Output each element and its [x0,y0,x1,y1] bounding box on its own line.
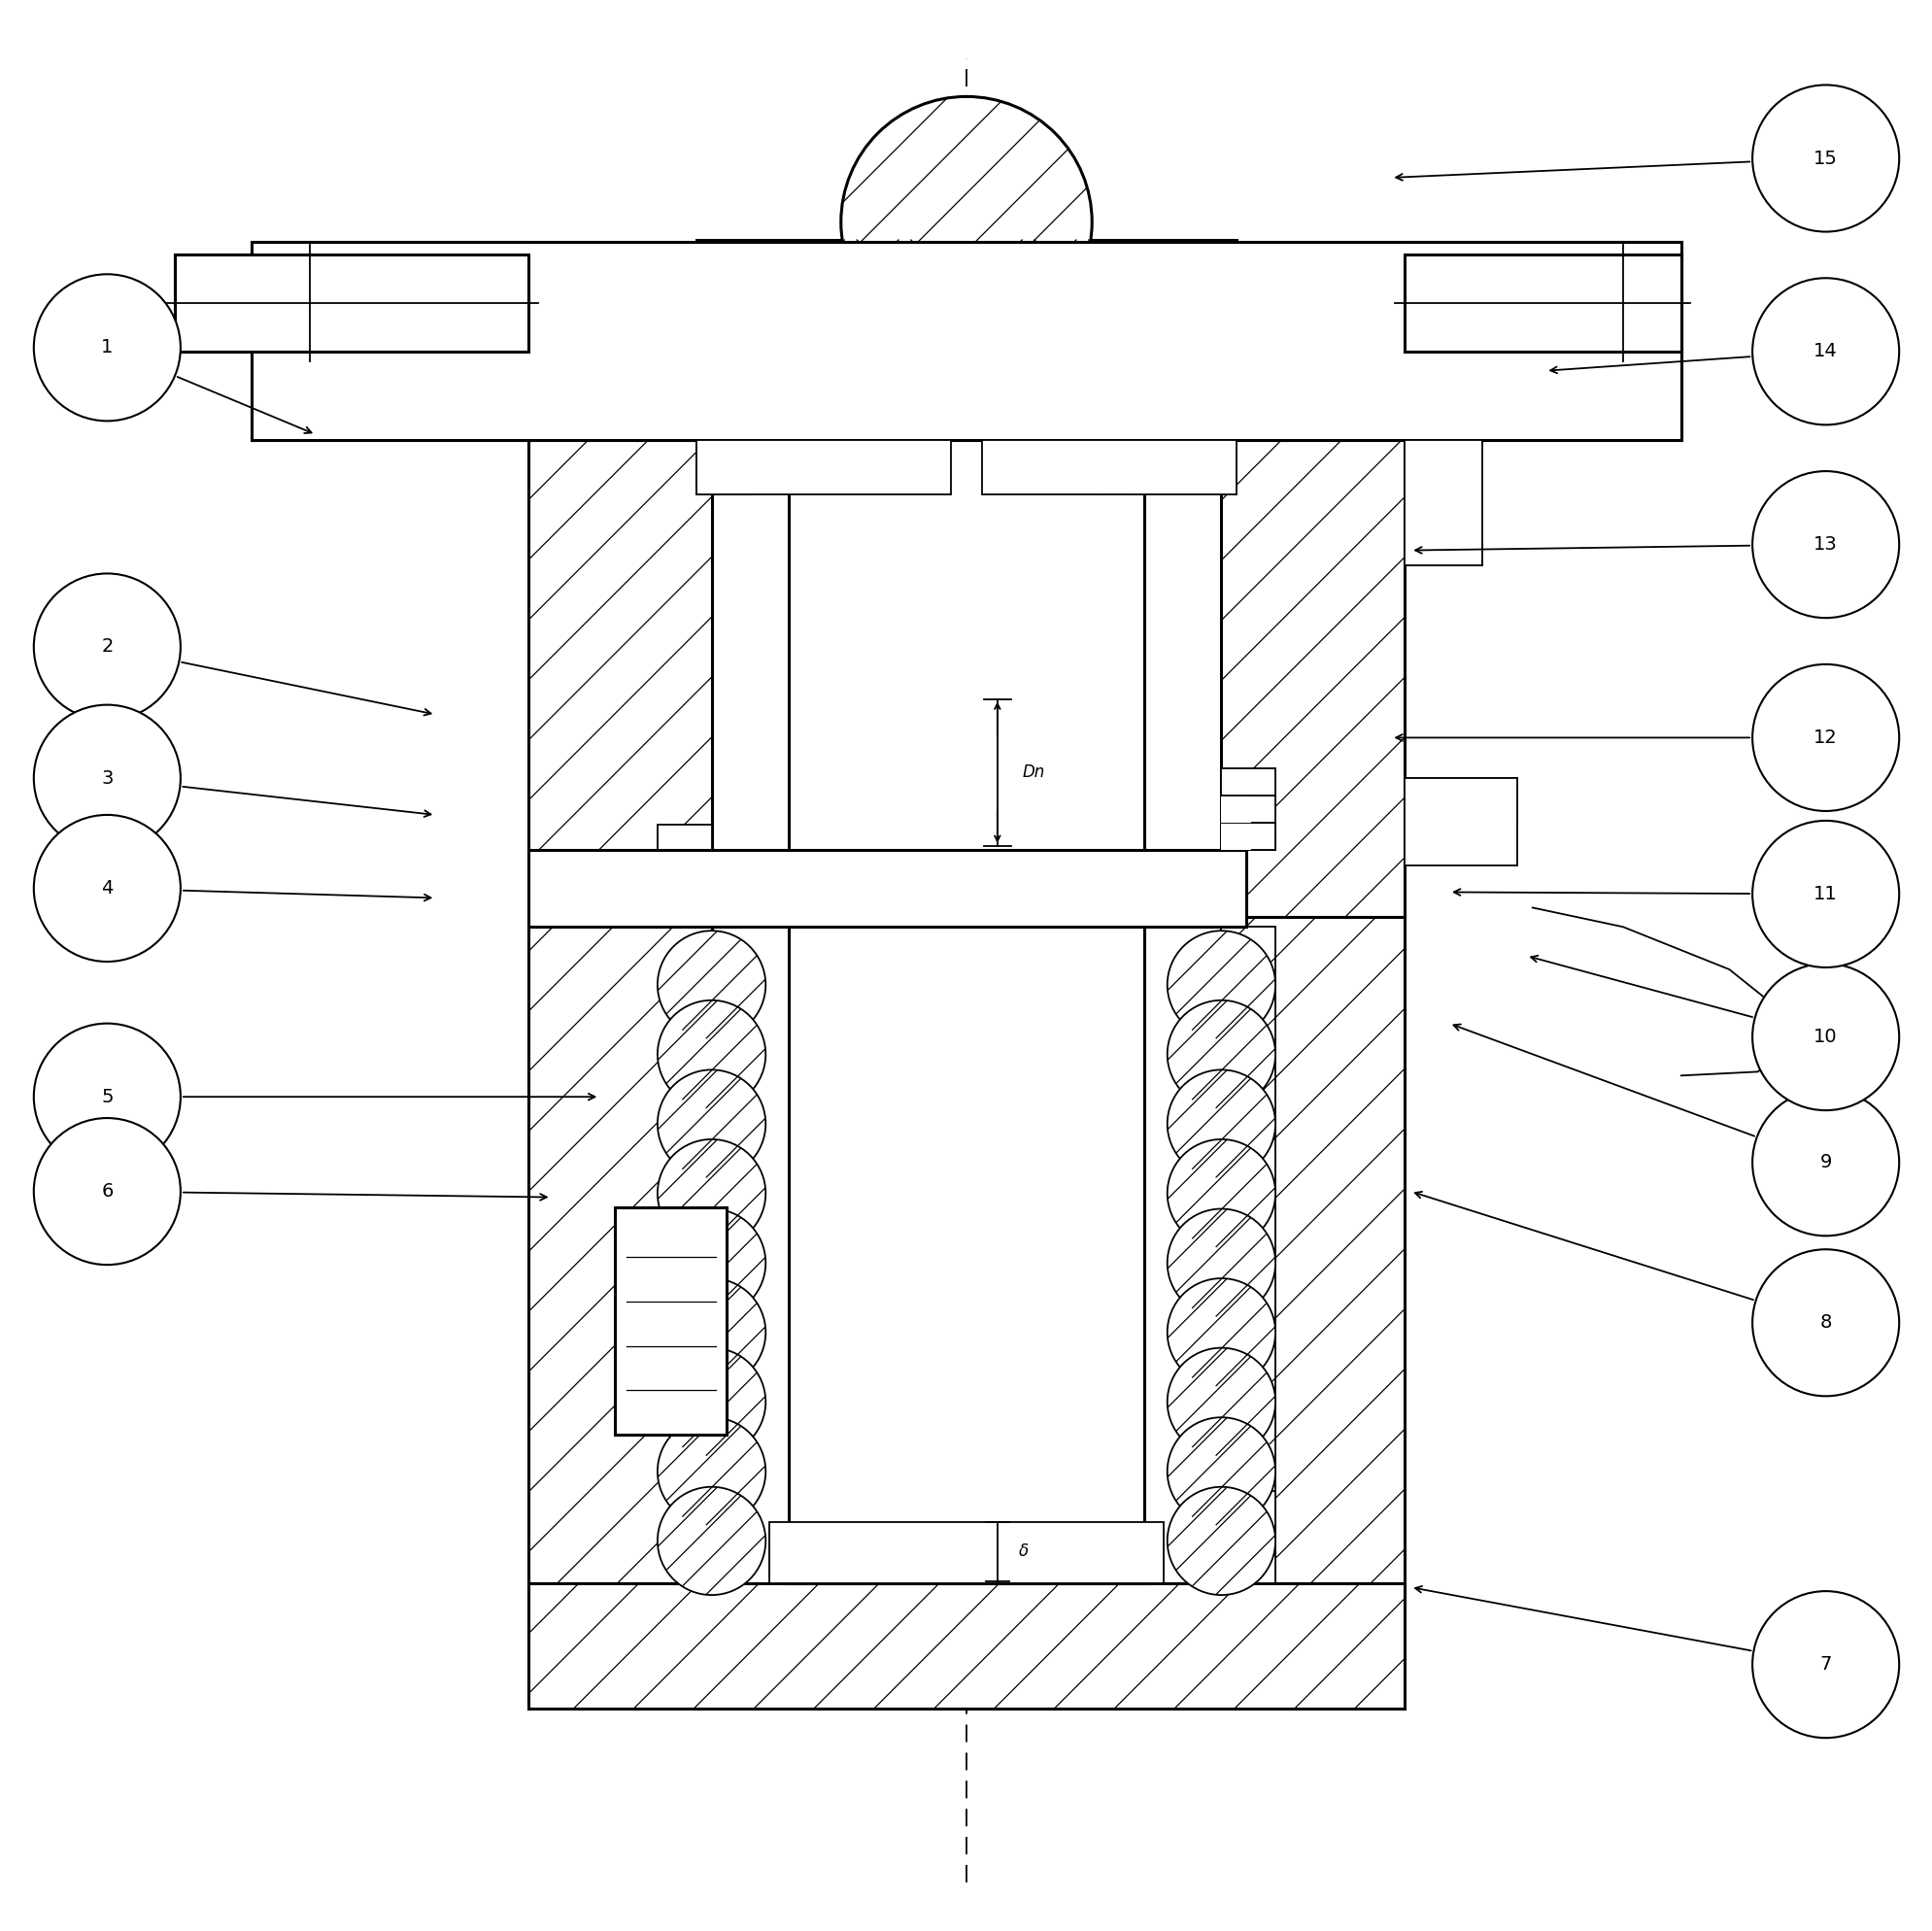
Text: 4: 4 [100,879,114,898]
Circle shape [1752,1089,1899,1236]
Circle shape [33,274,180,421]
Bar [788,927,1144,1583]
Bar [1405,778,1517,823]
Circle shape [1752,821,1899,967]
Circle shape [1752,278,1899,425]
Text: 12: 12 [1812,728,1837,747]
Bar [1221,823,1250,850]
Circle shape [1752,964,1899,1110]
Circle shape [657,1070,765,1178]
Circle shape [33,1023,180,1170]
Bar [657,825,711,850]
Bar [788,440,1144,917]
Bar [1221,769,1275,796]
Text: 14: 14 [1812,342,1837,361]
Circle shape [1167,931,1275,1039]
Circle shape [657,1139,765,1247]
Text: 2: 2 [100,637,114,657]
Bar [527,1583,1405,1709]
Bar [1405,255,1681,351]
Bar [1221,796,1250,823]
Circle shape [1167,1209,1275,1317]
Circle shape [33,705,180,852]
Text: 9: 9 [1818,1153,1832,1172]
Text: 1: 1 [100,338,114,357]
Bar [1221,1491,1275,1583]
Text: 6: 6 [100,1182,114,1201]
Circle shape [1167,1417,1275,1525]
Text: Dn: Dn [1022,763,1045,782]
Text: 11: 11 [1812,884,1837,904]
Bar [527,850,1246,927]
Circle shape [657,1209,765,1317]
Circle shape [1752,85,1899,232]
Bar [696,440,750,494]
Text: δ: δ [1018,1543,1028,1560]
Circle shape [1752,1249,1899,1396]
Bar [1221,927,1275,1583]
Circle shape [1167,1070,1275,1178]
Bar [981,440,1236,494]
Circle shape [1167,1278,1275,1386]
Bar [251,241,1681,440]
Text: 15: 15 [1812,149,1837,168]
Circle shape [1167,1139,1275,1247]
Bar [1221,440,1405,917]
Circle shape [1167,1348,1275,1456]
Bar [527,440,711,917]
Bar [1221,823,1275,850]
Bar [696,239,951,444]
Bar [1221,917,1405,1583]
Bar [527,917,711,1583]
Bar [1405,255,1681,351]
Circle shape [1752,664,1899,811]
Circle shape [657,1417,765,1525]
Circle shape [33,815,180,962]
Bar [696,440,951,494]
Text: 5: 5 [100,1087,114,1106]
Text: 7: 7 [1818,1655,1832,1674]
Bar [1405,440,1482,566]
Bar [174,255,527,351]
Circle shape [657,1487,765,1595]
Circle shape [657,1348,765,1456]
Circle shape [657,1278,765,1386]
Circle shape [1752,471,1899,618]
Circle shape [1167,1000,1275,1108]
Bar [174,255,527,351]
Bar [1221,825,1275,850]
Bar [1221,796,1275,823]
Circle shape [1167,1487,1275,1595]
Bar [1088,440,1136,494]
Circle shape [657,931,765,1039]
Circle shape [33,574,180,720]
Bar [1405,778,1517,865]
Circle shape [657,1000,765,1108]
Text: 10: 10 [1812,1027,1837,1047]
Bar [981,239,1236,444]
Circle shape [33,1118,180,1265]
Circle shape [1752,1591,1899,1738]
Bar [1405,440,1482,566]
Bar [614,1207,726,1435]
Bar [251,241,527,440]
Bar [1405,241,1681,440]
Text: 8: 8 [1818,1313,1832,1332]
Bar [769,1522,1163,1583]
Text: 3: 3 [100,769,114,788]
Text: 13: 13 [1812,535,1837,554]
Circle shape [840,97,1092,348]
